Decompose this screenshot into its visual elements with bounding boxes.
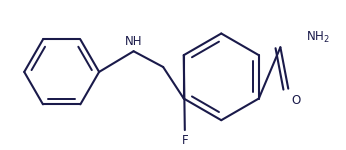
- Text: F: F: [182, 134, 188, 147]
- Text: NH: NH: [125, 35, 142, 48]
- Text: NH$_2$: NH$_2$: [306, 30, 330, 45]
- Text: O: O: [291, 94, 300, 107]
